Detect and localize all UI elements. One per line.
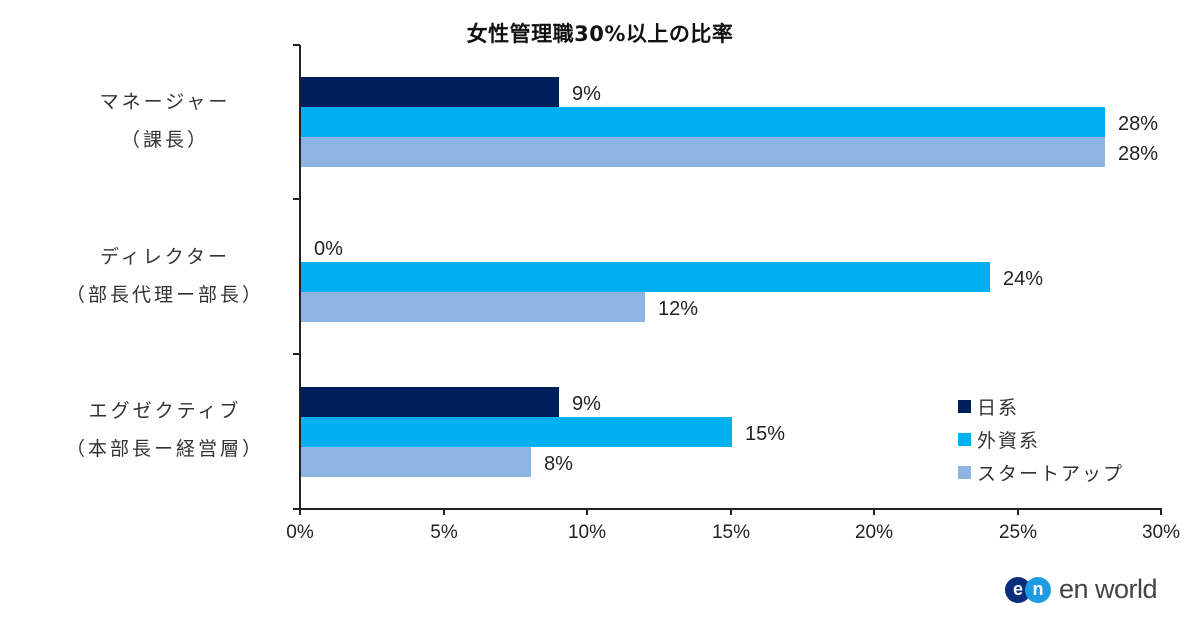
x-axis-tick bbox=[1160, 508, 1162, 515]
legend-swatch-icon bbox=[958, 466, 971, 479]
logo-circle-n: n bbox=[1025, 576, 1051, 603]
x-tick-label: 0% bbox=[286, 522, 314, 543]
bar-value-label: 9% bbox=[572, 393, 601, 415]
y-axis-tick bbox=[293, 508, 300, 510]
x-tick-label: 15% bbox=[711, 522, 751, 543]
y-axis-tick bbox=[293, 198, 300, 200]
x-axis-tick bbox=[1017, 508, 1019, 515]
y-axis-tick bbox=[293, 353, 300, 355]
category-label-line2: （本部長ー経営層） bbox=[65, 438, 264, 460]
en-world-logo: e n en world bbox=[1005, 574, 1158, 605]
x-tick-label: 20% bbox=[854, 522, 894, 543]
bar-value-label: 8% bbox=[544, 453, 573, 475]
x-axis-tick bbox=[299, 508, 301, 515]
x-axis-tick bbox=[586, 508, 588, 515]
chart-title: 女性管理職30%以上の比率 bbox=[466, 22, 734, 46]
bar-value-label: 28% bbox=[1118, 113, 1159, 135]
x-axis-tick bbox=[443, 508, 445, 515]
y-axis-tick bbox=[293, 44, 300, 46]
x-axis-line bbox=[294, 508, 1162, 510]
bar bbox=[301, 417, 732, 447]
x-tick-label: 25% bbox=[998, 522, 1038, 543]
bar-value-label: 28% bbox=[1118, 143, 1159, 165]
category-label-line2: （部長代理ー部長） bbox=[65, 284, 264, 306]
bar-value-label: 12% bbox=[658, 298, 699, 320]
bar bbox=[301, 262, 990, 292]
legend-item-japanese: 日系 bbox=[958, 390, 1124, 423]
x-axis-tick bbox=[873, 508, 875, 515]
legend-label: 日系 bbox=[977, 397, 1020, 419]
x-axis-tick bbox=[730, 508, 732, 515]
legend-swatch-icon bbox=[958, 400, 971, 413]
bar bbox=[301, 107, 1105, 137]
category-label-line1: マネージャー bbox=[99, 91, 231, 113]
x-tick-label: 5% bbox=[430, 522, 458, 543]
bar-value-label: 9% bbox=[572, 83, 601, 105]
legend-swatch-icon bbox=[958, 433, 971, 446]
legend-item-foreign: 外資系 bbox=[958, 423, 1124, 456]
category-label-director: ディレクター （部長代理ー部長） bbox=[40, 238, 290, 314]
bar-value-label: 0% bbox=[314, 238, 343, 260]
bar bbox=[301, 292, 645, 322]
legend-item-startup: スタートアップ bbox=[958, 456, 1124, 489]
bar bbox=[301, 447, 531, 477]
bar-value-label: 15% bbox=[745, 423, 786, 445]
logo-text: en world bbox=[1059, 574, 1158, 604]
category-label-executive: エグゼクティブ （本部長ー経営層） bbox=[40, 392, 290, 468]
bar bbox=[301, 77, 559, 107]
x-tick-label: 30% bbox=[1141, 522, 1181, 543]
category-label-line1: エグゼクティブ bbox=[88, 400, 242, 422]
y-axis-line bbox=[299, 45, 301, 510]
category-label-manager: マネージャー （課長） bbox=[40, 83, 290, 159]
legend-label: 外資系 bbox=[977, 430, 1041, 452]
category-label-line2: （課長） bbox=[120, 129, 209, 151]
category-label-line1: ディレクター bbox=[100, 246, 230, 268]
legend: 日系 外資系 スタートアップ bbox=[958, 390, 1124, 489]
logo-mark-icon: e n bbox=[1005, 576, 1053, 603]
bar bbox=[301, 137, 1105, 167]
bar bbox=[301, 387, 559, 417]
bar-value-label: 24% bbox=[1003, 268, 1044, 290]
x-tick-label: 10% bbox=[567, 522, 607, 543]
legend-label: スタートアップ bbox=[977, 463, 1125, 485]
